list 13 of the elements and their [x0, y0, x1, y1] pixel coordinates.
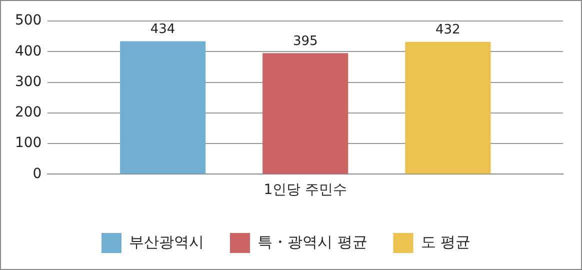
y-tick-label: 300 — [14, 74, 42, 90]
x-tick-label: 1인당 주민수 — [264, 182, 348, 198]
legend-label: 부산광역시 — [128, 232, 204, 251]
legend-label: 특・광역시 평균 — [257, 232, 368, 251]
data-label: 432 — [436, 22, 460, 38]
y-tick-label: 0 — [32, 166, 42, 182]
legend-label: 도 평균 — [420, 232, 471, 251]
y-tick-label: 400 — [14, 43, 42, 60]
data-label: 395 — [292, 34, 318, 50]
y-tick-label: 500 — [14, 12, 42, 29]
y-tick-label: 200 — [14, 104, 42, 121]
y-tick-label: 100 — [14, 135, 42, 152]
data-label: 434 — [150, 22, 176, 38]
